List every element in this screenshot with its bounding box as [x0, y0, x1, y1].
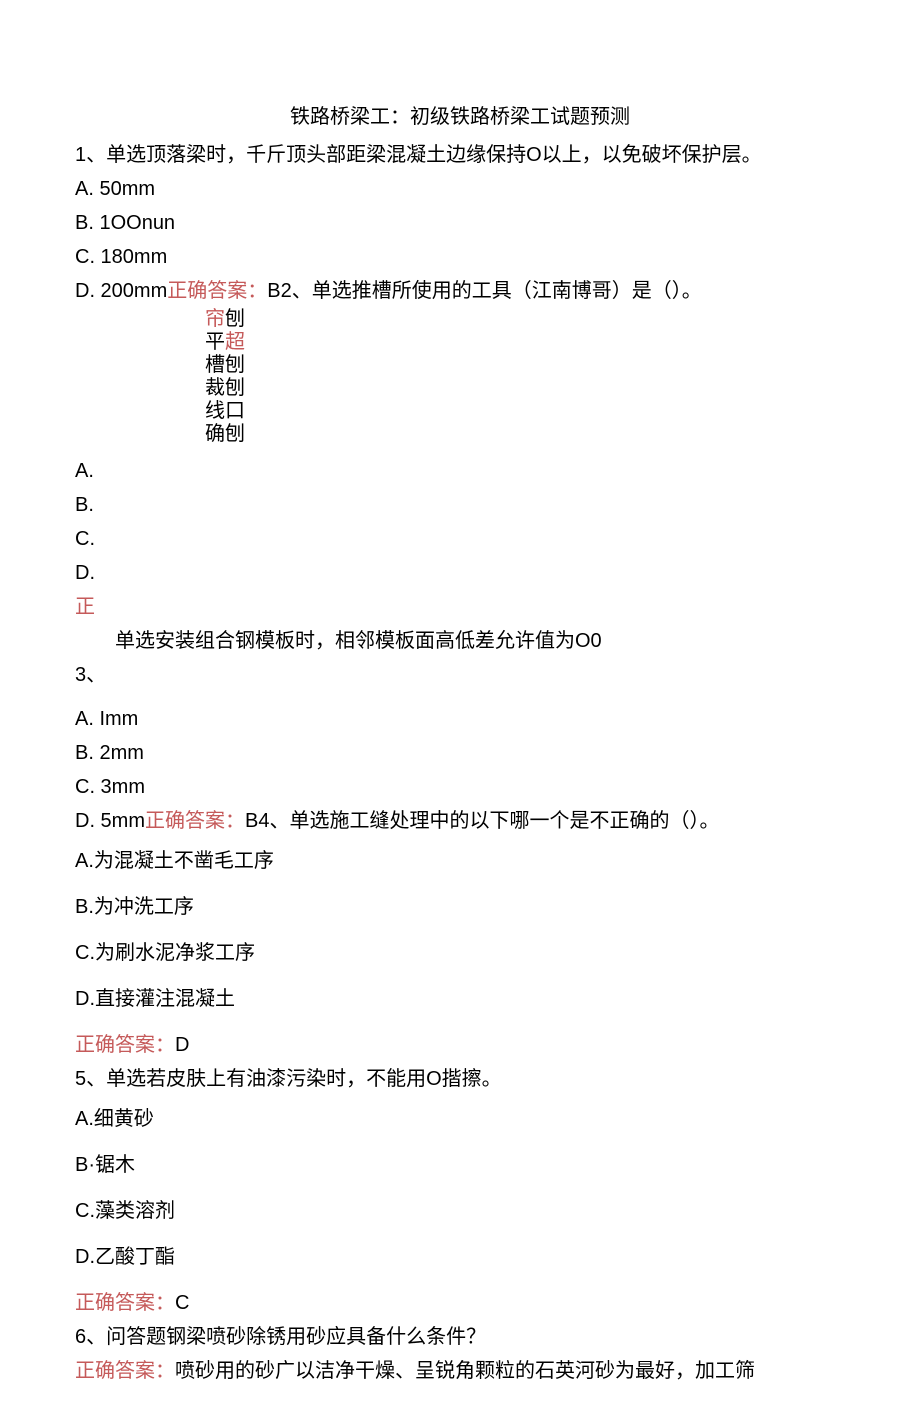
q3-option-d: D. 5mm: [75, 810, 145, 832]
q5-option-d: D.乙酸丁酯: [75, 1240, 845, 1274]
q2-option-b: B.: [75, 488, 845, 522]
q3-answer-value: B: [245, 810, 258, 832]
sub-l5a: 线: [205, 400, 225, 422]
q4-option-b: B.为冲洗工序: [75, 890, 845, 924]
q6-answer-text: 喷砂用的砂广以洁净干燥、呈锐角颗粒的石英河砂为最好，加工筛: [175, 1360, 755, 1382]
q2-option-c: C.: [75, 522, 845, 556]
q1-answer-label: 正确答案：: [167, 280, 267, 302]
q3-option-b: B. 2mm: [75, 736, 845, 770]
q5-stem: 5、单选若皮肤上有油漆污染时，不能用O揩擦。: [75, 1062, 845, 1096]
q1-option-c: C. 180mm: [75, 240, 845, 274]
q5-answer-label: 正确答案：: [75, 1292, 175, 1314]
sub-l3a: 槽: [205, 354, 225, 376]
q3-option-d-line: D. 5mm正确答案：B4、单选施工缝处理中的以下哪一个是不正确的（）。: [75, 804, 845, 838]
q4-option-a: A.为混凝土不凿毛工序: [75, 844, 845, 878]
q3-option-c: C. 3mm: [75, 770, 845, 804]
sub-l2a: 平: [205, 331, 225, 353]
q2-option-a: A.: [75, 454, 845, 488]
q1-option-d-line: D. 200mm正确答案：B2、单选推槽所使用的工具（江南博哥）是（）。: [75, 274, 845, 308]
sub-l6a: 确: [205, 423, 225, 445]
sub-l2b: 超: [225, 331, 245, 353]
q6-answer-label: 正确答案：: [75, 1360, 175, 1382]
q4-answer-label: 正确答案：: [75, 1034, 175, 1056]
q5-option-b: B·锯木: [75, 1148, 845, 1182]
q5-answer-value: C: [175, 1292, 189, 1314]
sub-l5b: 口: [225, 400, 245, 422]
q2-sub-block: 帘刨 平超 槽刨 裁刨 线口 确刨: [205, 308, 845, 446]
q1-option-b: B. 1OOnun: [75, 206, 845, 240]
q2-zheng: 正: [75, 590, 845, 624]
sub-l6b: 刨: [225, 423, 245, 445]
q4-option-c: C.为刷水泥净浆工序: [75, 936, 845, 970]
q4-answer-value: D: [175, 1034, 189, 1056]
q5-option-c: C.藻类溶剂: [75, 1194, 845, 1228]
q3-answer-label: 正确答案：: [145, 810, 245, 832]
sub-l3b: 刨: [225, 354, 245, 376]
q1-option-a: A. 50mm: [75, 172, 845, 206]
q5-option-a: A.细黄砂: [75, 1102, 845, 1136]
q4-answer-line: 正确答案：D: [75, 1028, 845, 1062]
q5-answer-line: 正确答案：C: [75, 1286, 845, 1320]
q4-stem-inline: 4、单选施工缝处理中的以下哪一个是不正确的（）。: [258, 810, 719, 832]
q6-answer-line: 正确答案：喷砂用的砂广以洁净干燥、呈锐角颗粒的石英河砂为最好，加工筛: [75, 1354, 845, 1388]
document-title: 铁路桥梁工：初级铁路桥梁工试题预测: [75, 100, 845, 134]
q1-stem: 1、单选顶落梁时，千斤顶头部距梁混凝土边缘保持O以上，以免破坏保护层。: [75, 138, 845, 172]
q1-option-d: D. 200mm: [75, 280, 167, 302]
sub-l4b: 刨: [225, 377, 245, 399]
sub-l1a: 帘: [205, 308, 225, 330]
q1-answer-value: B: [267, 280, 280, 302]
sub-l4a: 裁: [205, 377, 225, 399]
q4-option-d: D.直接灌注混凝土: [75, 982, 845, 1016]
q6-stem: 6、问答题钢梁喷砂除锈用砂应具备什么条件？: [75, 1320, 845, 1354]
sub-l1b: 刨: [225, 308, 245, 330]
q2-stem-inline: 2、单选推槽所使用的工具（江南博哥）是（）。: [281, 280, 702, 302]
q3-stem: 单选安装组合钢模板时，相邻模板面高低差允许值为O0: [75, 624, 845, 658]
q3-number: 3、: [75, 658, 845, 692]
q2-option-d: D.: [75, 556, 845, 590]
q3-option-a: A. Imm: [75, 702, 845, 736]
